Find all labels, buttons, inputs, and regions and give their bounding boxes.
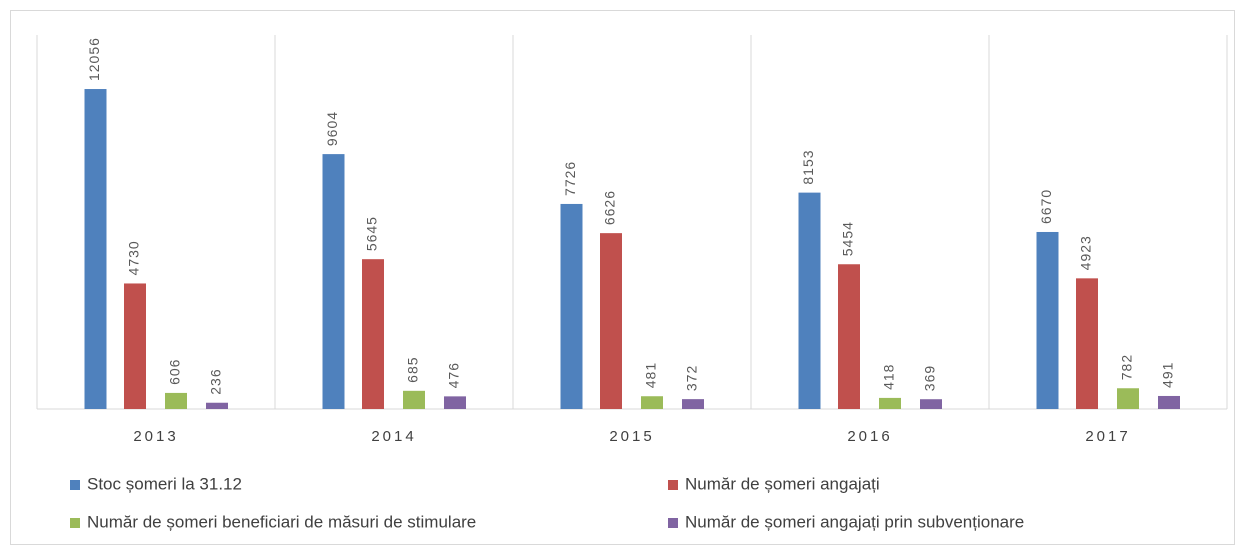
x-tick-label: 2013 (133, 428, 178, 445)
legend-swatch (70, 480, 80, 490)
data-label: 8153 (800, 149, 816, 184)
chart-border (10, 10, 1235, 545)
bar (165, 392, 187, 409)
data-label: 491 (1160, 362, 1176, 388)
data-label: 685 (405, 356, 421, 382)
legend-swatch (70, 518, 80, 528)
data-label: 481 (643, 362, 659, 388)
bar (362, 259, 384, 409)
legend-label: Stoc șomeri la 31.12 (87, 474, 242, 493)
data-label: 6670 (1038, 189, 1054, 224)
legend-label: Număr de șomeri beneficiari de măsuri de… (87, 512, 476, 531)
bar (560, 203, 583, 409)
data-label: 369 (922, 365, 938, 391)
x-tick-label: 2014 (371, 428, 416, 445)
bar (206, 402, 228, 409)
bar (682, 399, 704, 409)
bar (84, 89, 107, 410)
data-label: 4730 (126, 240, 142, 275)
data-label: 4923 (1078, 235, 1094, 270)
bar (322, 154, 345, 409)
bar (879, 397, 901, 409)
data-label: 372 (684, 365, 700, 391)
bar (403, 390, 425, 409)
bar (1158, 395, 1180, 409)
data-label: 5645 (364, 216, 380, 251)
data-label: 7726 (562, 161, 578, 196)
bar (838, 264, 860, 409)
data-label: 236 (208, 368, 224, 394)
bar (641, 396, 663, 409)
data-label: 476 (446, 362, 462, 388)
legend-swatch (668, 480, 678, 490)
bar (600, 233, 622, 409)
bar (444, 396, 466, 409)
bar (1117, 388, 1139, 409)
legend-swatch (668, 518, 678, 528)
bar (798, 192, 821, 409)
data-label: 782 (1119, 354, 1135, 380)
bar (1036, 231, 1059, 409)
data-label: 6626 (602, 190, 618, 225)
data-label: 12056 (86, 37, 102, 81)
data-label: 9604 (324, 111, 340, 146)
x-tick-label: 2017 (1085, 428, 1130, 445)
data-label: 606 (167, 359, 183, 385)
data-label: 5454 (840, 221, 856, 256)
bar (124, 283, 146, 409)
bar (1076, 278, 1098, 409)
legend-label: Număr de șomeri angajați (685, 474, 880, 493)
x-tick-label: 2015 (609, 428, 654, 445)
x-tick-label: 2016 (847, 428, 892, 445)
legend-label: Număr de șomeri angajați prin subvențion… (685, 512, 1024, 531)
data-label: 418 (881, 364, 897, 390)
bar (920, 399, 942, 409)
